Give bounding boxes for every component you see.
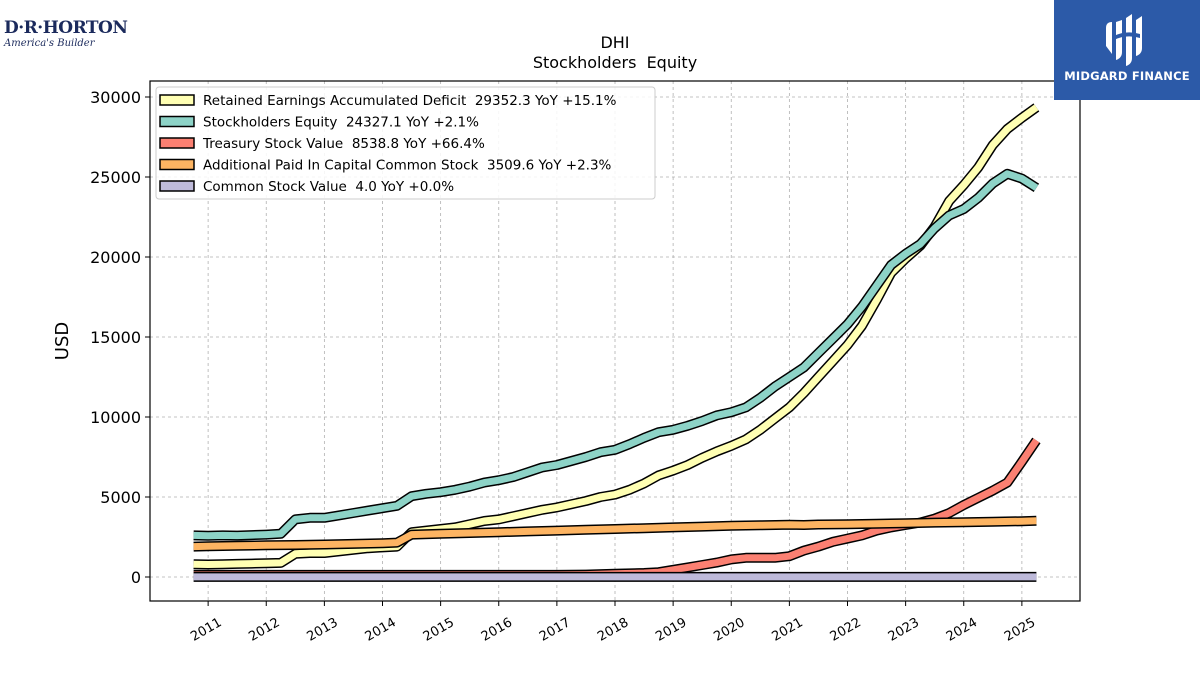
legend-entry: Retained Earnings Accumulated Deficit 29… — [203, 93, 617, 109]
x-tick-label: 2023 — [886, 615, 922, 645]
x-tick-label: 2011 — [188, 615, 224, 645]
legend-entry: Treasury Stock Value 8538.8 YoY +66.4% — [202, 136, 485, 152]
publisher-logo-wordmark: MIDGARD FINANCE — [1064, 69, 1190, 83]
company-logo-wordmark: D·R·HORTON — [4, 18, 128, 38]
legend-swatch — [159, 137, 195, 149]
company-logo-tagline: America's Builder — [4, 38, 95, 49]
series-line-3 — [193, 517, 1037, 551]
legend-swatch — [159, 115, 195, 128]
company-logo: D·R·HORTON America's Builder — [4, 18, 128, 58]
legend-entry: Additional Paid In Capital Common Stock … — [203, 158, 612, 174]
x-tick-label: 2021 — [770, 615, 806, 645]
x-tick-label: 2016 — [479, 615, 515, 645]
chart-subtitle: Stockholders Equity — [533, 53, 697, 72]
y-tick-label: 15000 — [90, 328, 141, 347]
x-tick-label: 2014 — [363, 615, 399, 645]
x-axis-ticks: 2011 2012 2013 2014 2015 2016 2017 2018 2019 2020… — [188, 601, 1038, 645]
y-tick-label: 20000 — [90, 248, 141, 267]
legend-swatch — [159, 94, 195, 106]
grid — [150, 81, 1080, 601]
legend-swatch — [159, 158, 195, 171]
publisher-logo-icon — [1106, 14, 1142, 66]
legend-box — [155, 86, 656, 200]
series-lines — [193, 103, 1041, 582]
x-tick-label: 2022 — [828, 615, 864, 645]
x-tick-label: 2019 — [653, 615, 689, 645]
y-tick-label: 5000 — [100, 488, 141, 507]
legend-entry: Common Stock Value 4.0 YoY +0.0% — [203, 179, 454, 195]
series-line-1 — [193, 170, 1039, 540]
x-tick-label: 2024 — [944, 615, 980, 645]
x-tick-label: 2015 — [421, 615, 457, 645]
legend-swatch — [159, 180, 195, 192]
publisher-logo: MIDGARD FINANCE — [1054, 0, 1200, 100]
x-tick-label: 2012 — [246, 615, 282, 645]
legend: Retained Earnings Accumulated Deficit 29… — [155, 86, 656, 200]
chart-title: DHI — [600, 33, 629, 52]
y-axis-label: USD — [52, 322, 73, 360]
x-tick-label: 2020 — [711, 615, 747, 645]
x-tick-label: 2018 — [595, 615, 631, 645]
x-tick-label: 2013 — [305, 615, 341, 645]
series-line-outline-1 — [193, 168, 1040, 541]
y-axis-ticks: 0 5000 10000 15000 20000 25000 30000 — [90, 88, 150, 587]
y-tick-label: 30000 — [90, 88, 141, 107]
x-tick-label: 2025 — [1002, 615, 1038, 645]
y-tick-label: 0 — [131, 568, 141, 587]
y-tick-label: 10000 — [90, 408, 141, 427]
series-line-0 — [193, 104, 1039, 568]
x-tick-label: 2017 — [537, 615, 573, 645]
legend-entry: Stockholders Equity 24327.1 YoY +2.1% — [203, 115, 479, 131]
y-tick-label: 25000 — [90, 168, 141, 187]
